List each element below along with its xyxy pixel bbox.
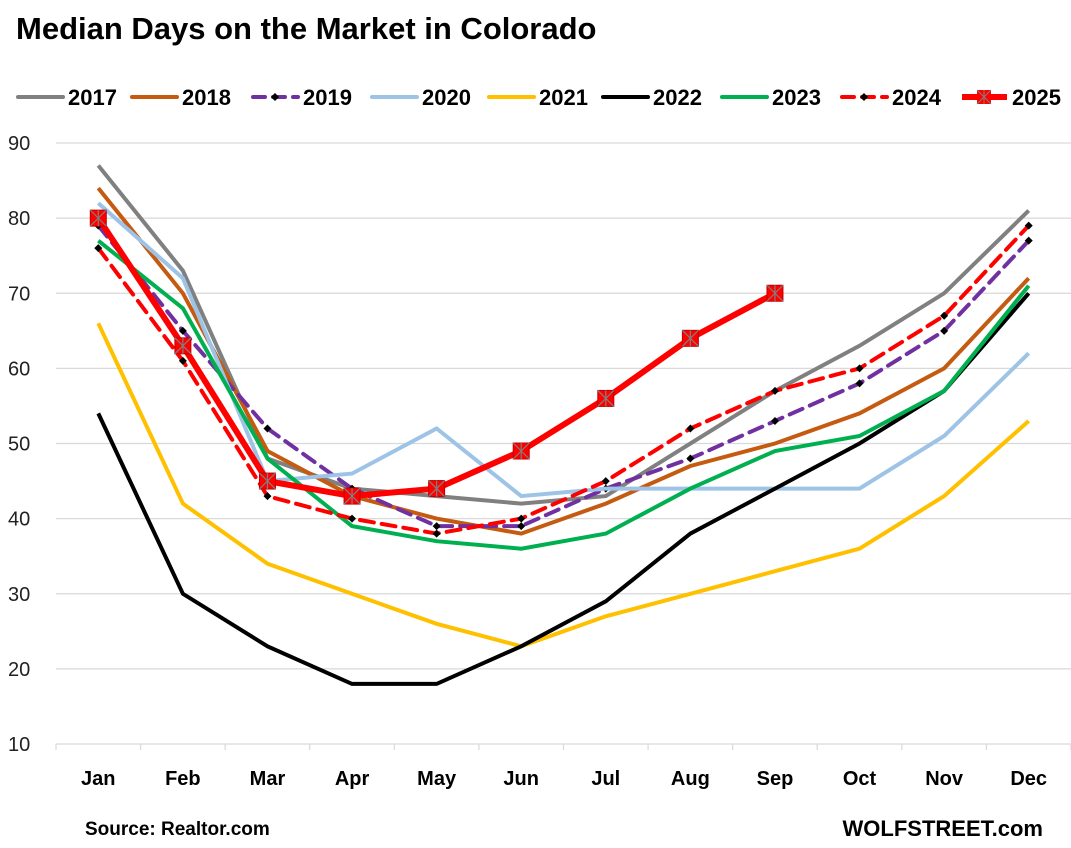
data-point-2019 <box>855 379 864 388</box>
series-2019 <box>94 221 1033 531</box>
brand-label: WOLFSTREET.com <box>843 816 1043 841</box>
data-point-2024 <box>432 529 441 538</box>
legend-label: 2019 <box>303 85 352 110</box>
x-tick-label: Sep <box>757 768 794 790</box>
series-2018 <box>96 186 1031 536</box>
data-point-2025 <box>512 442 530 460</box>
legend: 2017 2018 2019 2020 2021 2022 2023 2024 2025 <box>16 85 1061 110</box>
data-point-2024 <box>263 492 272 501</box>
data-point-2025 <box>766 284 784 302</box>
series-2020 <box>96 201 1031 499</box>
data-point-2019 <box>1024 236 1033 245</box>
legend-item-2021: 2021 <box>487 85 588 110</box>
legend-item-2019: 2019 <box>251 85 352 110</box>
data-point-2024 <box>1024 221 1033 230</box>
y-tick-label: 40 <box>8 509 30 531</box>
y-tick-label: 70 <box>8 283 30 305</box>
series-2022 <box>96 291 1031 686</box>
data-point-2025 <box>174 337 192 355</box>
legend-marker <box>271 93 279 101</box>
x-axis: Jan Feb Mar Apr May Jun Jul Aug Sep Oct Nov Dec <box>81 768 1047 790</box>
data-point-2024 <box>770 386 779 395</box>
x-tick-label: Jul <box>591 768 620 790</box>
data-point-2025 <box>89 209 107 227</box>
legend-label: 2018 <box>182 85 231 110</box>
series-2023 <box>97 239 1031 551</box>
series-2017 <box>96 164 1031 506</box>
x-tick-label: Jan <box>81 768 115 790</box>
series-line-2018 <box>96 186 1031 536</box>
x-tick-label: Dec <box>1010 768 1047 790</box>
data-point-2019 <box>517 522 526 531</box>
legend-item-2017: 2017 <box>16 85 117 110</box>
y-tick-label: 60 <box>8 358 30 380</box>
legend-item-2022: 2022 <box>601 85 702 110</box>
legend-item-2018: 2018 <box>130 85 231 110</box>
data-point-2024 <box>178 356 187 365</box>
legend-marker <box>860 93 868 101</box>
data-point-2024 <box>348 514 357 523</box>
x-tick-label: Oct <box>843 768 877 790</box>
data-point-2019 <box>940 326 949 335</box>
series-2025 <box>89 209 784 505</box>
data-point-2024 <box>94 244 103 253</box>
legend-item-2020: 2020 <box>370 85 471 110</box>
series-line-2019 <box>96 223 1031 529</box>
y-tick-label: 50 <box>8 434 30 456</box>
source-note: Source: Realtor.com <box>85 819 270 840</box>
x-tick-label: Apr <box>335 768 370 790</box>
x-tick-label: Mar <box>250 768 286 790</box>
legend-label: 2017 <box>68 85 117 110</box>
x-tick-label: Nov <box>925 768 964 790</box>
x-tick-label: Jun <box>503 768 539 790</box>
data-point-2019 <box>770 416 779 425</box>
data-point-2025 <box>597 389 615 407</box>
legend-label: 2023 <box>772 85 821 110</box>
series-line-2020 <box>96 201 1031 499</box>
data-point-2019 <box>263 424 272 433</box>
data-point-2024 <box>940 311 949 320</box>
data-point-2019 <box>686 454 695 463</box>
data-point-2019 <box>178 326 187 335</box>
data-point-2024 <box>855 364 864 373</box>
legend-item-2023: 2023 <box>720 85 821 110</box>
data-point-2024 <box>601 477 610 486</box>
legend-item-2025: 2025 <box>962 85 1061 110</box>
y-tick-label: 30 <box>8 584 30 606</box>
series-line-2021 <box>96 322 1031 649</box>
data-point-2025 <box>428 480 446 498</box>
y-axis: 10 20 30 40 50 60 70 80 90 <box>8 133 30 756</box>
x-tick-label: Aug <box>671 768 710 790</box>
x-tick-label: May <box>417 768 457 790</box>
series-2024 <box>94 221 1033 538</box>
series-line-2022 <box>96 291 1031 686</box>
y-tick-label: 10 <box>8 734 30 756</box>
legend-label: 2021 <box>539 85 588 110</box>
legend-label: 2022 <box>653 85 702 110</box>
series-2021 <box>96 322 1031 649</box>
series-line-2024 <box>96 223 1031 536</box>
gridlines <box>55 142 1071 750</box>
y-tick-label: 20 <box>8 659 30 681</box>
series-lines <box>89 164 1033 686</box>
legend-label: 2020 <box>422 85 471 110</box>
data-point-2025 <box>681 329 699 347</box>
series-line-2023 <box>97 239 1031 551</box>
data-point-2024 <box>686 424 695 433</box>
legend-item-2024: 2024 <box>840 85 942 110</box>
y-tick-label: 80 <box>8 208 30 230</box>
legend-label: 2025 <box>1012 85 1061 110</box>
y-tick-label: 90 <box>8 133 30 155</box>
data-point-2025 <box>343 487 361 505</box>
data-point-2019 <box>432 522 441 531</box>
x-tick-label: Feb <box>165 768 201 790</box>
chart-title: Median Days on the Market in Colorado <box>16 11 596 46</box>
series-line-2017 <box>96 164 1031 506</box>
data-point-2024 <box>517 514 526 523</box>
legend-label: 2024 <box>892 85 942 110</box>
data-point-2025 <box>258 472 276 490</box>
